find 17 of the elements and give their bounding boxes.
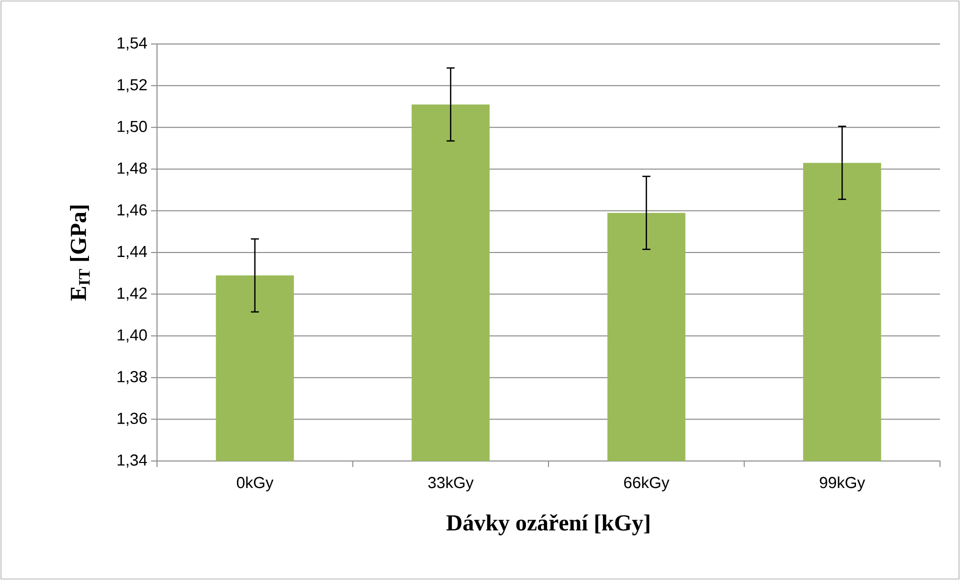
y-tick-label: 1,42	[118, 288, 147, 301]
y-tick-label: 1,54	[118, 37, 148, 50]
x-tick-label: 99kGy	[820, 476, 866, 492]
x-tick-label: 33kGy	[428, 476, 474, 492]
x-tick-label: 0kGy	[236, 476, 274, 492]
x-tick-label: 66kGy	[624, 476, 670, 492]
y-tick-label: 1,46	[118, 204, 147, 218]
y-tick-label: 1,36	[118, 412, 147, 426]
y-tick-label: 1,34	[118, 454, 148, 468]
y-tick-label: 1,44	[118, 246, 148, 259]
x-axis-title: Dávky ozáření [kGy]	[446, 514, 650, 536]
y-tick-label: 1,52	[118, 79, 147, 92]
y-tick-label: 1,48	[118, 162, 147, 176]
y-tick-label: 1,50	[118, 120, 147, 134]
y-tick-label: 1,40	[118, 329, 147, 342]
y-tick-label: 1,38	[118, 371, 147, 384]
y-axis-title: E$_{IT}$ [GPa]	[70, 206, 90, 301]
